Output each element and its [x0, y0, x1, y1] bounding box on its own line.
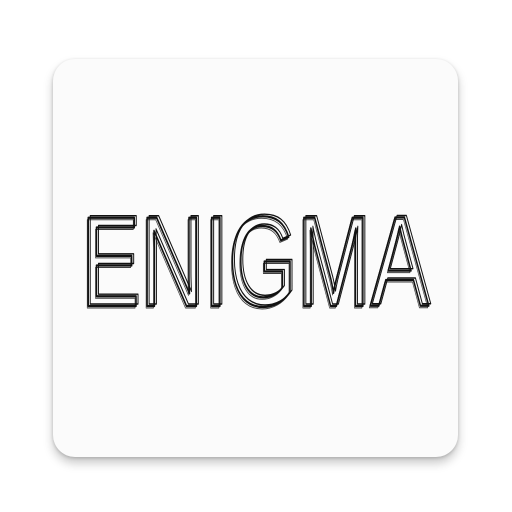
enigma-logo: ENIGMA ENIGMA ENIGMA — [53, 59, 458, 457]
enigma-app-icon[interactable]: ENIGMA ENIGMA ENIGMA — [53, 59, 458, 457]
logo-text-stroke-3: ENIGMA — [80, 193, 428, 336]
